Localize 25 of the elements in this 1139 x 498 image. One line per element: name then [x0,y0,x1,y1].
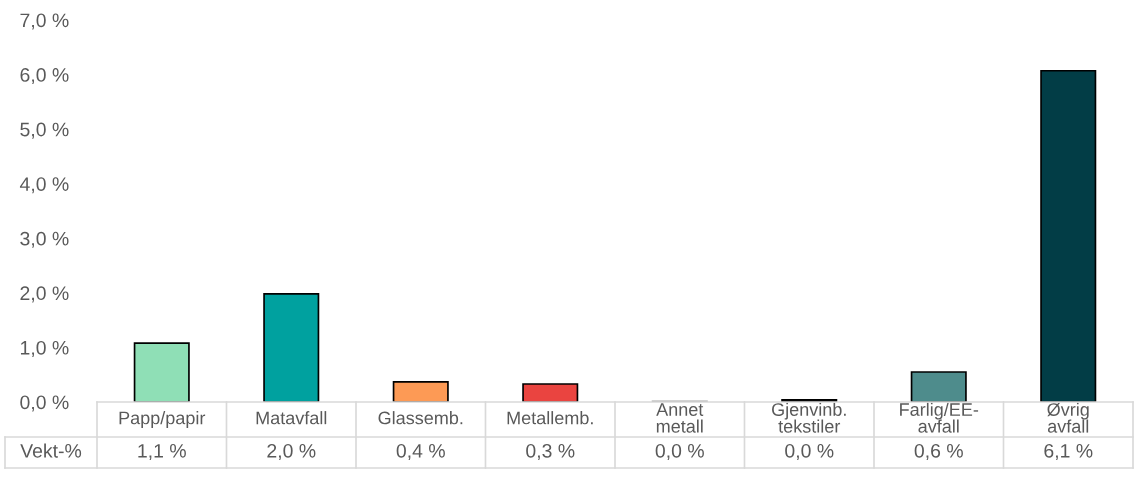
text: Vekt-% [20,443,82,458]
data-label: 0,0 % [655,443,704,461]
x-tick-label: Matavfall [256,411,327,425]
y-tick-label: 4,0 % [19,177,69,194]
data-label: 0,4 % [396,443,445,461]
data-label: 6,1 % [1044,443,1093,461]
x-tick-label: Papp/papir [119,411,206,428]
x-tick-label: Øvrig avfall [1047,402,1089,433]
data-label: 0,3 % [526,443,575,461]
y-tick-label: 2,0 % [20,286,69,303]
data-label: 1,1 % [138,444,186,461]
y-tick-label: 7,0 % [20,13,69,30]
x-tick-label: Farlig/EE-avfall [900,402,979,433]
data-label: 2,0 % [267,443,316,461]
x-tick-label: Glassemb. [378,411,463,425]
y-tick-label: 3,0 % [20,231,69,248]
data-label: 0,0 % [785,443,834,461]
x-tick-label: Metallemb. [507,411,593,425]
y-tick-label: 5,0 % [20,122,69,139]
data-label: 0,6 % [914,443,963,461]
x-tick-label: Annet metall [656,403,704,433]
x-tick-label: Gjenvinb. tekstiler [772,402,846,433]
y-tick-label: 0,0 % [20,395,69,412]
y-tick-label: 6,0 % [20,68,69,85]
y-tick-label: 1,0 % [20,340,69,357]
